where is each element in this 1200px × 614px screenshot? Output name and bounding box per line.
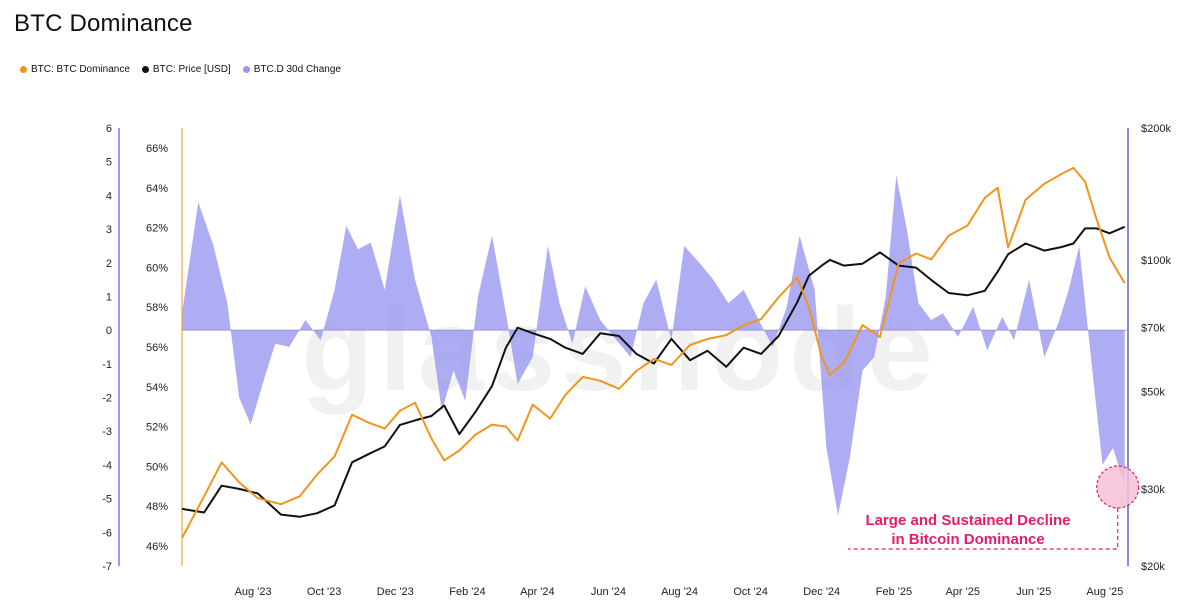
legend-label-change: BTC.D 30d Change xyxy=(253,64,341,75)
dominance-tick-label: 66% xyxy=(146,143,168,155)
price-tick-label: $30k xyxy=(1141,484,1165,496)
annotation-group: Large and Sustained Decline in Bitcoin Do… xyxy=(848,465,1140,550)
price-tick-label: $70k xyxy=(1141,323,1165,335)
dominance-tick-label: 54% xyxy=(146,382,168,394)
annotation-highlight-circle xyxy=(1096,465,1140,509)
series-price-line xyxy=(181,225,1126,518)
price-tick-label: $200k xyxy=(1141,123,1171,135)
change-area-group xyxy=(182,175,1127,516)
change-tick-label: -3 xyxy=(102,426,112,438)
legend-item-price[interactable]: BTC: Price [USD] xyxy=(141,64,231,75)
change-tick-label: 0 xyxy=(106,325,112,337)
dominance-tick-label: 56% xyxy=(146,342,168,354)
change-tick-label: -4 xyxy=(102,460,112,472)
change-tick-label: -1 xyxy=(102,359,112,371)
x-tick-label: Jun '24 xyxy=(591,586,626,598)
dominance-tick-label: 50% xyxy=(146,461,168,473)
legend-label-dominance: BTC: BTC Dominance xyxy=(31,64,130,75)
dominance-tick-label: 64% xyxy=(146,183,168,195)
change-tick-label: 4 xyxy=(106,190,112,202)
chart-title: BTC Dominance xyxy=(14,10,193,37)
x-tick-label: Apr '24 xyxy=(520,586,555,598)
x-tick-label: Aug '23 xyxy=(235,586,272,598)
dominance-tick-label: 62% xyxy=(146,223,168,235)
annotation-text-line: Large and Sustained Decline xyxy=(865,512,1070,529)
chart-legend: BTC: BTC Dominance BTC: Price [USD] BTC.… xyxy=(20,64,341,75)
x-tick-label: Apr '25 xyxy=(945,586,980,598)
x-tick-label: Aug '24 xyxy=(661,586,698,598)
axes-group: -7 -6 -5 -4 -3 -2 -1 0 1 2 3 4 5 6 46% 48% 50% 52% 54% 56% 5… xyxy=(102,123,1171,598)
x-tick-label: Dec '23 xyxy=(377,586,414,598)
x-tick-label: Feb '24 xyxy=(449,586,485,598)
change-tick-label: 6 xyxy=(106,123,112,135)
dominance-tick-label: 60% xyxy=(146,262,168,274)
x-tick-label: Oct '23 xyxy=(307,586,342,598)
legend-dot-price xyxy=(141,66,149,73)
change-tick-label: -6 xyxy=(102,527,112,539)
change-tick-label: -5 xyxy=(102,494,112,506)
annotation-text-line: in Bitcoin Dominance xyxy=(891,531,1044,548)
legend-label-price: BTC: Price [USD] xyxy=(152,64,231,75)
price-tick-label: $20k xyxy=(1141,561,1165,573)
legend-dot-dominance xyxy=(20,66,27,73)
lines-group xyxy=(181,166,1126,539)
x-tick-label: Feb '25 xyxy=(876,586,912,598)
price-tick-label: $100k xyxy=(1141,255,1171,267)
legend-dot-change xyxy=(242,66,250,73)
change-tick-label: 5 xyxy=(106,157,112,169)
annotation-callout-line xyxy=(848,508,1119,550)
dominance-tick-label: 58% xyxy=(146,302,168,314)
change-tick-label: 3 xyxy=(106,224,112,236)
change-tick-label: -7 xyxy=(102,561,112,573)
change-tick-label: 1 xyxy=(106,291,112,303)
change-tick-label: -2 xyxy=(102,393,112,405)
series-dominance-line xyxy=(181,166,1126,539)
series-change-area xyxy=(182,175,1125,516)
dominance-tick-label: 52% xyxy=(146,422,168,434)
dominance-tick-label: 46% xyxy=(146,541,168,553)
x-tick-label: Aug '25 xyxy=(1086,586,1123,598)
legend-item-change[interactable]: BTC.D 30d Change xyxy=(242,64,341,75)
x-tick-label: Oct '24 xyxy=(733,586,768,598)
x-tick-label: Dec '24 xyxy=(803,586,840,598)
dominance-tick-label: 48% xyxy=(146,501,168,513)
x-tick-label: Jun '25 xyxy=(1016,586,1051,598)
change-tick-label: 2 xyxy=(106,258,112,270)
legend-item-dominance[interactable]: BTC: BTC Dominance xyxy=(20,64,130,75)
price-tick-label: $50k xyxy=(1141,387,1165,399)
